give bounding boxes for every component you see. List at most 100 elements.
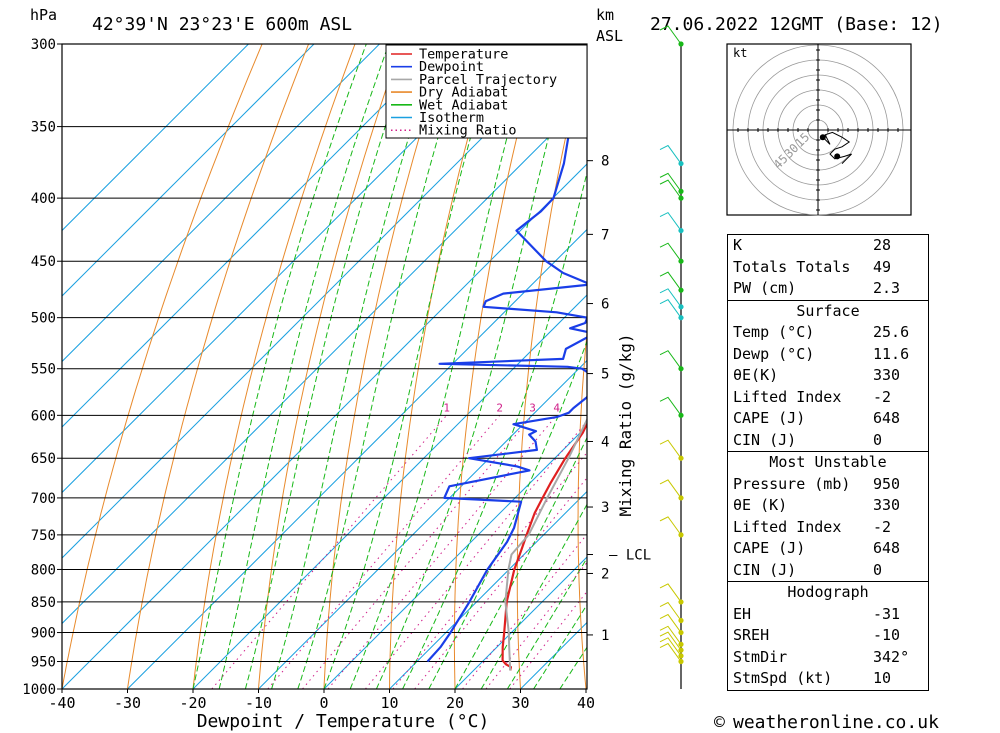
temperature-tick-label: -10 bbox=[245, 694, 272, 712]
most-unstable-row: CIN (J) 0 bbox=[733, 560, 883, 579]
x-axis-title: Dewpoint / Temperature (°C) bbox=[197, 711, 490, 732]
pressure-tick-label: 450 bbox=[31, 254, 56, 270]
legend-label: Temperature bbox=[419, 47, 508, 63]
height-tick-label: 4 bbox=[601, 434, 609, 450]
surface-row: CIN (J) 0 bbox=[733, 430, 883, 449]
site-credit: weatheronline.co.uk bbox=[733, 712, 939, 733]
height-tick-label: 8 bbox=[601, 154, 609, 170]
hodograph-unit-label: kt bbox=[733, 46, 747, 60]
most-unstable-row: Pressure (mb) 950 bbox=[733, 474, 901, 493]
wind-barb bbox=[659, 350, 682, 370]
wind-barb bbox=[659, 288, 682, 308]
mixing-ratio-label: 1 bbox=[443, 401, 450, 414]
surface-title: Surface bbox=[728, 299, 928, 323]
isotherm-line bbox=[62, 44, 315, 297]
wet-adiabat-line bbox=[349, 44, 533, 689]
wind-barb bbox=[659, 271, 682, 291]
pressure-tick-label: 400 bbox=[31, 191, 56, 207]
temperature-tick-label: -20 bbox=[179, 694, 206, 712]
index-row-totals: Totals Totals 49 bbox=[733, 257, 892, 276]
legend-label: Wet Adiabat bbox=[419, 97, 508, 113]
wind-barb bbox=[659, 299, 682, 318]
wind-barb bbox=[659, 637, 682, 657]
mixing-ratio-label: 2 bbox=[496, 401, 503, 414]
height-tick-label: 2 bbox=[601, 566, 609, 582]
wind-barb-column bbox=[659, 25, 684, 689]
isotherm-line bbox=[62, 44, 250, 232]
wet-adiabat-line bbox=[375, 44, 573, 689]
series-dewpoint-line bbox=[426, 92, 587, 663]
isotherm-line bbox=[126, 228, 587, 689]
wind-barb bbox=[659, 25, 682, 45]
copyright-icon: © bbox=[714, 712, 725, 733]
location-label: 42°39'N 23°23'E 600m ASL bbox=[92, 14, 352, 35]
legend-label: Dewpoint bbox=[419, 59, 484, 75]
series-parcel-trajectory-line bbox=[504, 417, 587, 671]
mixing-ratio-axis-title: Mixing Ratio (g/kg) bbox=[616, 333, 635, 516]
dry-adiabat-line bbox=[258, 44, 402, 689]
dry-adiabat-line bbox=[516, 44, 587, 689]
pressure-tick-label: 650 bbox=[31, 451, 56, 467]
temperature-tick-label: 10 bbox=[380, 694, 398, 712]
wind-barb bbox=[659, 601, 682, 621]
temperature-tick-label: -30 bbox=[114, 694, 141, 712]
pressure-tick-label: 750 bbox=[31, 528, 56, 544]
wind-barb bbox=[659, 242, 682, 262]
surface-row: Lifted Index -2 bbox=[733, 387, 892, 406]
temperature-tick-label: 0 bbox=[319, 694, 328, 712]
height-tick-label: 5 bbox=[601, 367, 609, 383]
hodograph-row: StmDir 342° bbox=[733, 647, 910, 666]
pressure-tick-label: 350 bbox=[31, 120, 56, 136]
hodograph-start-dot bbox=[819, 134, 826, 141]
height-tick-label: 6 bbox=[601, 297, 609, 313]
pressure-tick-label: 500 bbox=[31, 311, 56, 327]
height-tick-label: 3 bbox=[601, 500, 609, 516]
wind-barb bbox=[659, 642, 682, 662]
mixing-ratio-label: 3 bbox=[529, 401, 536, 414]
isotherm-line bbox=[388, 490, 587, 689]
dry-adiabat-line bbox=[694, 26, 730, 689]
wind-barb bbox=[659, 583, 682, 603]
hodograph-storm-dot bbox=[834, 153, 841, 160]
pressure-tick-label: 950 bbox=[31, 655, 56, 671]
isotherm-line bbox=[62, 44, 446, 428]
pressure-tick-label: 300 bbox=[31, 37, 56, 53]
surface-row: Dewp (°C) 11.6 bbox=[733, 344, 910, 363]
height-tick-label: 7 bbox=[601, 227, 609, 243]
series-temperature-line bbox=[501, 421, 587, 671]
chart-series bbox=[426, 92, 587, 671]
legend-label: Parcel Trajectory bbox=[419, 72, 557, 88]
dry-adiabat-line bbox=[323, 44, 449, 689]
surface-row: θE(K) 330 bbox=[733, 366, 901, 384]
hodograph-row: EH -31 bbox=[733, 604, 901, 623]
mixing-ratio-label: 4 bbox=[553, 401, 560, 414]
wind-barb bbox=[659, 516, 682, 536]
mixing-ratio-line bbox=[267, 414, 501, 689]
surface-row: CAPE (J) 648 bbox=[733, 409, 901, 427]
wind-barb bbox=[659, 625, 682, 645]
indices-table: K 28 Totals Totals 49 PW (cm) 2.3 Surface T… bbox=[727, 234, 929, 691]
dry-adiabat-line bbox=[956, 26, 1000, 689]
wind-barb bbox=[659, 179, 682, 199]
km-label: km bbox=[596, 6, 614, 24]
temperature-tick-label: 30 bbox=[511, 694, 529, 712]
legend-label: Isotherm bbox=[419, 110, 484, 126]
wind-barb bbox=[659, 172, 682, 192]
wet-adiabat-line bbox=[323, 44, 498, 689]
chart-axes: 3003504004505005506006507007508008509009… bbox=[22, 37, 651, 712]
lcl-label: – LCL bbox=[609, 548, 651, 564]
temperature-tick-label: -40 bbox=[48, 694, 75, 712]
index-row-k: K 28 bbox=[733, 236, 892, 254]
dry-adiabat-line bbox=[127, 44, 310, 689]
asl-label: ASL bbox=[596, 27, 623, 45]
datetime-label: 27.06.2022 12GMT (Base: 12) bbox=[650, 14, 943, 35]
mixing-ratio-line bbox=[327, 414, 557, 689]
mixing-ratio-line bbox=[211, 414, 448, 689]
most-unstable-row: Lifted Index -2 bbox=[733, 517, 892, 536]
wind-barb bbox=[659, 631, 682, 651]
hodograph-title: Hodograph bbox=[728, 581, 928, 604]
pressure-tick-label: 700 bbox=[31, 491, 56, 507]
